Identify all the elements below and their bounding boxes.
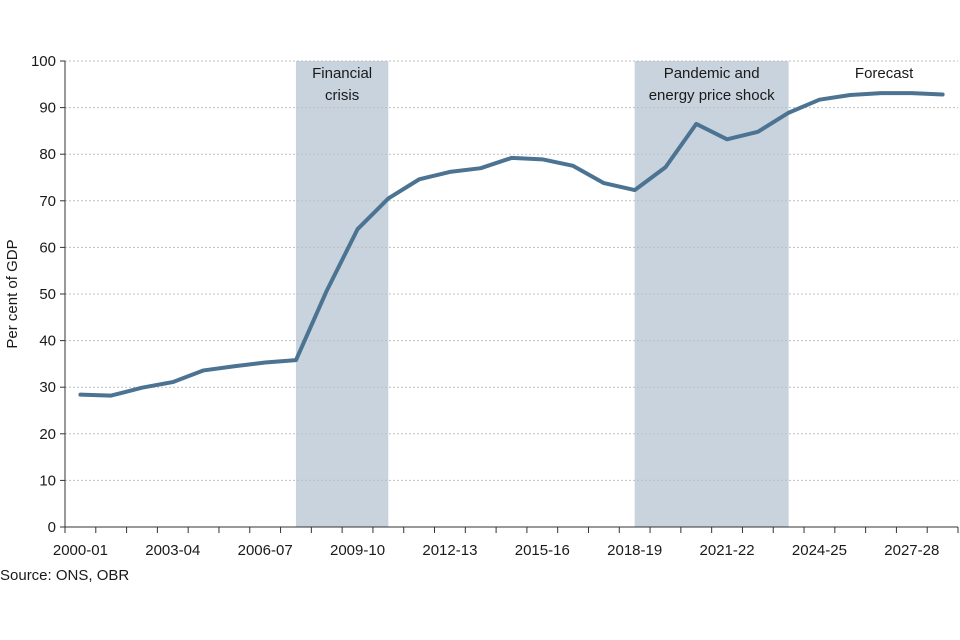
x-tick-label: 2015-16 [515, 542, 570, 559]
y-tick-label: 70 [39, 193, 56, 210]
y-tick-label: 0 [48, 519, 56, 536]
data-point [201, 368, 206, 373]
data-point [78, 393, 82, 397]
source-note: Source: ONS, OBR [0, 567, 130, 584]
data-point [479, 166, 483, 170]
y-tick-label: 10 [39, 472, 56, 489]
data-point [910, 91, 914, 95]
series [78, 91, 945, 398]
data-point [509, 156, 514, 160]
data-point [756, 130, 760, 134]
shaded-region-label: Pandemic and [664, 65, 760, 82]
shaded-region-label: energy price shock [649, 87, 775, 104]
x-tick-label: 2000-01 [53, 542, 108, 559]
y-tick-label: 20 [39, 426, 56, 443]
y-axis-title: Per cent of GDP [4, 239, 21, 348]
data-point [941, 92, 945, 97]
data-point [848, 93, 852, 97]
y-tick-label: 80 [39, 146, 56, 163]
x-tick-label: 2012-13 [422, 542, 477, 559]
data-point [663, 165, 668, 169]
data-point [232, 364, 236, 368]
data-point [294, 358, 298, 362]
data-point [386, 196, 390, 201]
x-tick-label: 2027-28 [884, 542, 939, 559]
data-point [171, 380, 175, 384]
y-tick-label: 50 [39, 286, 56, 303]
data-point [140, 386, 144, 390]
data-point [602, 181, 606, 185]
y-tick-label: 100 [31, 53, 56, 70]
x-tick-label: 2009-10 [330, 542, 385, 559]
labels: Financial crisis Pandemic and energy price … [4, 53, 939, 559]
y-tick-label: 90 [39, 100, 56, 117]
data-point [355, 227, 360, 231]
y-tick-label: 40 [39, 333, 56, 350]
data-point [571, 164, 575, 168]
x-tick-label: 2006-07 [238, 542, 293, 559]
data-point [325, 289, 329, 293]
shaded-region-label: Financial [312, 65, 372, 82]
series-line [78, 91, 945, 398]
data-point [879, 91, 883, 95]
data-point [540, 157, 544, 161]
data-point [787, 111, 791, 115]
data-point [694, 122, 698, 126]
data-point [263, 360, 267, 365]
x-tick-label: 2021-22 [700, 542, 755, 559]
forecast-annotation: Forecast [855, 65, 914, 82]
data-point [817, 98, 822, 102]
data-point [725, 137, 729, 141]
shaded-region-label: crisis [325, 87, 359, 104]
gridlines [65, 60, 958, 481]
x-tick-label: 2024-25 [792, 542, 847, 559]
data-point [633, 188, 637, 192]
y-tick-label: 60 [39, 239, 56, 256]
axes [60, 60, 959, 533]
x-tick-label: 2003-04 [145, 542, 200, 559]
data-point [417, 177, 421, 181]
data-point [109, 393, 113, 398]
x-tick-label: 2018-19 [607, 542, 662, 559]
data-point [448, 170, 452, 174]
y-tick-label: 30 [39, 379, 56, 396]
